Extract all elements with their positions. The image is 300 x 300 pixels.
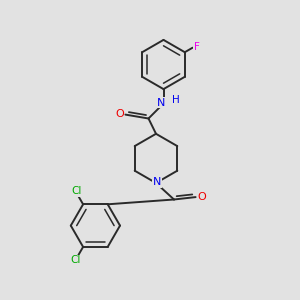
Text: F: F: [194, 42, 200, 52]
Text: H: H: [172, 95, 179, 105]
Text: O: O: [115, 109, 124, 119]
Text: Cl: Cl: [70, 255, 81, 265]
Text: Cl: Cl: [71, 186, 82, 196]
Text: N: N: [157, 98, 165, 108]
Text: O: O: [197, 192, 206, 202]
Text: N: N: [153, 177, 161, 188]
